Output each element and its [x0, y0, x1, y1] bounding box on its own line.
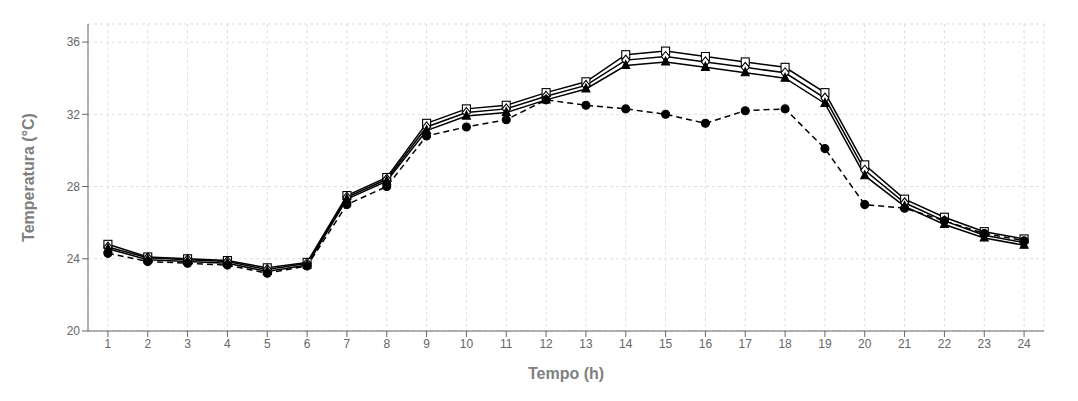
svg-text:1: 1: [105, 337, 112, 351]
svg-text:9: 9: [423, 337, 430, 351]
svg-text:24: 24: [1017, 337, 1031, 351]
svg-text:7: 7: [344, 337, 351, 351]
svg-text:17: 17: [739, 337, 753, 351]
svg-text:28: 28: [67, 180, 81, 194]
svg-text:15: 15: [659, 337, 673, 351]
svg-text:10: 10: [460, 337, 474, 351]
svg-text:24: 24: [67, 252, 81, 266]
svg-text:5: 5: [264, 337, 271, 351]
svg-text:2: 2: [144, 337, 151, 351]
svg-text:8: 8: [383, 337, 390, 351]
svg-text:19: 19: [818, 337, 832, 351]
svg-text:18: 18: [778, 337, 792, 351]
svg-text:4: 4: [224, 337, 231, 351]
svg-text:32: 32: [67, 108, 81, 122]
svg-text:Temperatura (°C): Temperatura (°C): [20, 113, 37, 242]
svg-text:13: 13: [579, 337, 593, 351]
svg-text:23: 23: [978, 337, 992, 351]
svg-text:12: 12: [539, 337, 553, 351]
svg-text:36: 36: [67, 35, 81, 49]
svg-text:Tempo (h): Tempo (h): [528, 365, 604, 382]
svg-text:6: 6: [304, 337, 311, 351]
svg-text:20: 20: [858, 337, 872, 351]
svg-text:20: 20: [67, 324, 81, 338]
svg-text:14: 14: [619, 337, 633, 351]
svg-text:16: 16: [699, 337, 713, 351]
svg-text:22: 22: [938, 337, 952, 351]
svg-text:21: 21: [898, 337, 912, 351]
svg-text:11: 11: [500, 337, 513, 351]
svg-text:3: 3: [184, 337, 191, 351]
